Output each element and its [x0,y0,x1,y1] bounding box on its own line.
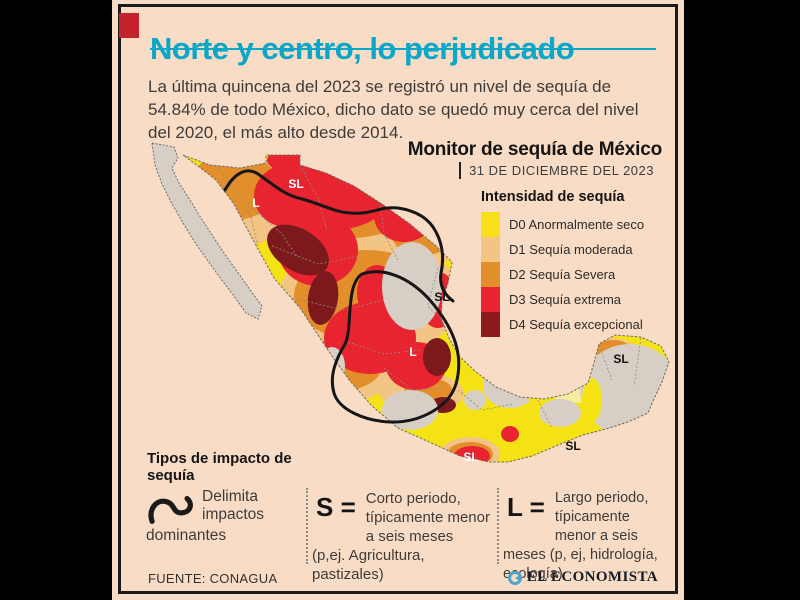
state-borders [217,164,642,429]
baja-california-peninsula [151,142,263,320]
map-date: 31 DE DICIEMBRE DEL 2023 [459,162,654,179]
s-definition-text: Corto periodo, típicamente menor a seis … [312,490,490,583]
impact-delimiter-contours [223,169,461,424]
source-credit: FUENTE: CONAGUA [148,571,278,586]
map-title: Monitor de sequía de México [407,139,663,160]
legend-label-d0: D0 Anormalmente seco [509,217,645,232]
map-label-l-centro: L [409,345,417,359]
map-label-sl-chiapas: SL [565,439,581,453]
l-symbol: L = [507,492,545,522]
legend-swatch-d2 [481,262,500,287]
legend-swatch-d1 [481,237,500,262]
legend-label-d4: D4 Sequía excepcional [509,317,643,332]
legend-label-d2: D2 Sequía Severa [509,267,616,282]
el-economista-icon [507,570,522,585]
map-label-sl-north: SL [288,177,304,191]
dotted-divider-1 [306,488,308,564]
date-separator-bar [459,162,462,179]
map-label-l-sonora: L [252,196,260,210]
map-date-text: 31 DE DICIEMBRE DEL 2023 [469,163,654,178]
short-period-definition: S = Corto periodo, típicamente menor a s… [312,489,490,584]
brand-name: EL ECONOMISTA [526,569,658,585]
title-underline [150,48,656,50]
impact-delimiter-note: Delimita impactos dominantes [146,488,278,545]
dotted-divider-2 [497,488,499,564]
title-accent-square [119,13,139,38]
legend-heading: Intensidad de sequía [481,189,625,205]
map-label-sl-yucatan: SL [613,352,629,366]
card-frame [118,4,678,594]
legend-label-d1: D1 Sequía moderada [509,242,633,257]
drought-intensity-legend: Intensidad de sequía D0 Anormalmente sec… [481,189,644,337]
mainland-coastline [182,154,670,463]
brand-logo: EL ECONOMISTA [507,569,658,586]
legend-swatch-d3 [481,287,500,312]
squiggle-line-icon [148,495,193,524]
impact-delimiter-text: Delimita impactos dominantes [146,488,265,544]
legend-swatch-d4 [481,312,500,337]
legend-swatch-d0 [481,212,500,237]
legend-color-bar [481,212,500,337]
map-label-sl-oaxaca: SL [463,450,479,464]
intro-paragraph: La última quincena del 2023 se registró … [148,77,639,142]
mexico-drought-map [151,142,670,463]
s-symbol: S = [316,492,356,522]
legend-label-d3: D3 Sequía extrema [509,292,622,307]
map-label-sl-tamaulipas: SL [434,290,450,304]
impact-types-heading: Tipos de impacto de sequía [147,450,292,484]
